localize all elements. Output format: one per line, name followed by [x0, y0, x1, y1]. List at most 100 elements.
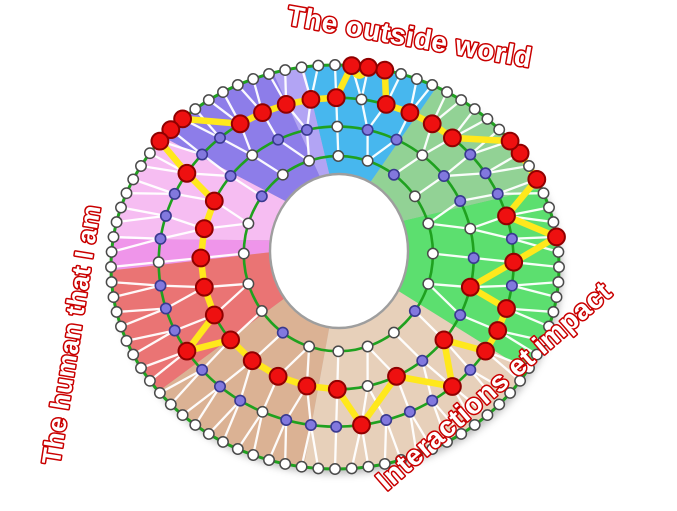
network-node-white [552, 276, 565, 289]
network-node-purple [330, 420, 343, 433]
network-node-red [221, 330, 241, 350]
network-node-white [152, 256, 165, 269]
network-node-white [135, 160, 147, 172]
network-node-white [331, 120, 344, 133]
network-node-white [105, 261, 117, 273]
spoke-line [442, 172, 487, 178]
network-node-white [303, 340, 316, 353]
network-node-red [500, 131, 520, 151]
network-node-red [352, 415, 371, 435]
spoke-line [115, 307, 168, 314]
network-node-red [504, 252, 524, 272]
network-node-purple [464, 363, 477, 376]
network-node-purple [224, 170, 237, 183]
network-node-white [422, 277, 435, 290]
network-node-purple [234, 394, 247, 407]
spoke-line [112, 235, 162, 240]
network-node-purple [454, 195, 467, 208]
network-node-white [378, 457, 391, 470]
network-node-white [231, 79, 244, 91]
spoke-line [427, 222, 472, 230]
network-node-white [410, 449, 423, 461]
network-node-red [230, 114, 250, 134]
spoke-line [267, 418, 288, 462]
network-node-white [361, 154, 374, 167]
network-node-white [543, 201, 555, 214]
spoke-line [383, 418, 388, 466]
spoke-line [431, 252, 475, 260]
network-node-white [395, 454, 407, 466]
network-node-white [312, 59, 325, 72]
spoke-line [218, 136, 254, 157]
network-node-white [493, 123, 506, 136]
network-node-white [553, 261, 565, 273]
network-node-purple [380, 413, 393, 426]
network-node-purple [159, 302, 172, 315]
network-node-purple [437, 170, 450, 183]
network-node-white [237, 247, 250, 260]
network-node-red [422, 114, 442, 134]
network-node-purple [387, 168, 400, 181]
spoke-line [309, 423, 320, 470]
spoke-line [333, 425, 338, 471]
network-node-white [481, 112, 494, 125]
spoke-line [510, 237, 560, 254]
network-node-white [543, 320, 555, 333]
spoke-line [229, 174, 263, 198]
network-node-white [303, 154, 316, 167]
network-node-purple [196, 148, 209, 161]
network-node-white [247, 73, 260, 85]
network-node-purple [276, 326, 289, 339]
network-node-white [355, 93, 368, 106]
network-node-red [161, 120, 181, 140]
network-node-white [422, 217, 435, 230]
network-node-purple [168, 187, 181, 200]
network-node-white [395, 68, 407, 80]
network-node-white [329, 59, 341, 71]
spoke-line [236, 410, 264, 451]
network-node-white [408, 190, 421, 203]
network-node-white [426, 79, 439, 91]
network-node-white [202, 427, 215, 440]
network-node-white [246, 149, 259, 162]
spoke-line [112, 284, 162, 299]
spoke-line [115, 214, 168, 224]
network-node-white [387, 326, 400, 339]
spoke-line [158, 368, 204, 395]
spoke-line [109, 261, 160, 269]
network-node-red [443, 377, 462, 396]
network-node-purple [361, 123, 374, 136]
spoke-line [251, 154, 284, 176]
network-node-purple [168, 324, 181, 337]
spoke-line [194, 385, 222, 427]
network-node-white [468, 418, 481, 431]
network-node-white [361, 380, 374, 392]
network-node-red [150, 131, 170, 151]
network-node-red [301, 90, 321, 109]
network-node-white [426, 443, 439, 455]
network-node-white [455, 427, 468, 440]
network-node-red [191, 248, 211, 268]
spoke-line [510, 284, 558, 299]
network-node-white [143, 147, 156, 160]
network-node-purple [408, 304, 421, 317]
network-node-white [464, 222, 477, 235]
spoke-line [300, 423, 313, 468]
spoke-line [110, 237, 162, 254]
network-node-purple [304, 418, 317, 431]
network-node-red [497, 299, 516, 318]
spoke-line [119, 206, 168, 218]
spoke-line [510, 280, 560, 287]
network-node-white [127, 348, 140, 361]
network-node-purple [280, 413, 293, 426]
network-node-red [387, 366, 406, 386]
network-node-white [242, 217, 255, 230]
network-node-red [400, 103, 420, 122]
network-node-red [194, 219, 214, 239]
spoke-line [385, 418, 403, 462]
network-node-red [253, 103, 272, 122]
network-node-white [115, 320, 127, 333]
network-node-white [202, 94, 215, 107]
network-node-white [135, 362, 147, 374]
network-node-red [297, 376, 317, 396]
